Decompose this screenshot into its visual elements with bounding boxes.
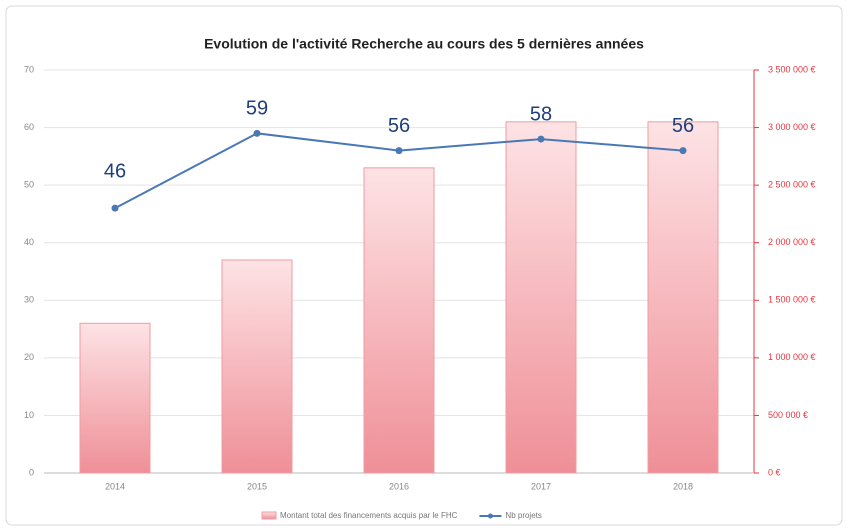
y2-tick-label: 3 000 000 €: [768, 122, 816, 132]
y-tick-label: 50: [24, 180, 34, 190]
line-marker: [395, 147, 403, 155]
y-tick-label: 0: [29, 467, 34, 477]
y2-tick-label: 0 €: [768, 467, 781, 477]
bar: [79, 322, 151, 474]
y-tick-label: 60: [24, 122, 34, 132]
legend-label: Nb projets: [505, 511, 541, 520]
y2-tick-label: 500 000 €: [768, 410, 808, 420]
y2-tick-label: 2 000 000 €: [768, 237, 816, 247]
y-tick-label: 20: [24, 352, 34, 362]
bar: [363, 167, 435, 474]
y2-tick-label: 1 000 000 €: [768, 352, 816, 362]
x-tick-label: 2015: [247, 481, 267, 491]
bar: [505, 121, 577, 474]
y2-tick-label: 2 500 000 €: [768, 180, 816, 190]
x-tick-label: 2017: [531, 481, 551, 491]
data-label: 56: [388, 115, 410, 137]
line-marker: [679, 147, 687, 155]
line-marker: [111, 204, 119, 212]
legend-swatch: [261, 511, 277, 520]
legend-swatch: [487, 513, 493, 519]
y-tick-label: 30: [24, 295, 34, 305]
data-label: 46: [104, 160, 126, 182]
data-label: 58: [530, 103, 552, 125]
y2-tick-label: 3 500 000 €: [768, 64, 816, 74]
y-tick-label: 40: [24, 237, 34, 247]
bar: [647, 121, 719, 474]
y2-tick-label: 1 500 000 €: [768, 295, 816, 305]
line-marker: [537, 135, 545, 143]
y-tick-label: 10: [24, 410, 34, 420]
x-tick-label: 2016: [389, 481, 409, 491]
y-tick-label: 70: [24, 64, 34, 74]
legend-label: Montant total des financements acquis pa…: [280, 511, 458, 520]
data-label: 59: [246, 98, 268, 120]
line-marker: [253, 129, 261, 137]
bar: [221, 259, 293, 474]
data-label: 56: [672, 115, 694, 137]
chart-title: Evolution de l'activité Recherche au cou…: [204, 36, 644, 52]
x-tick-label: 2014: [105, 481, 125, 491]
x-tick-label: 2018: [673, 481, 693, 491]
